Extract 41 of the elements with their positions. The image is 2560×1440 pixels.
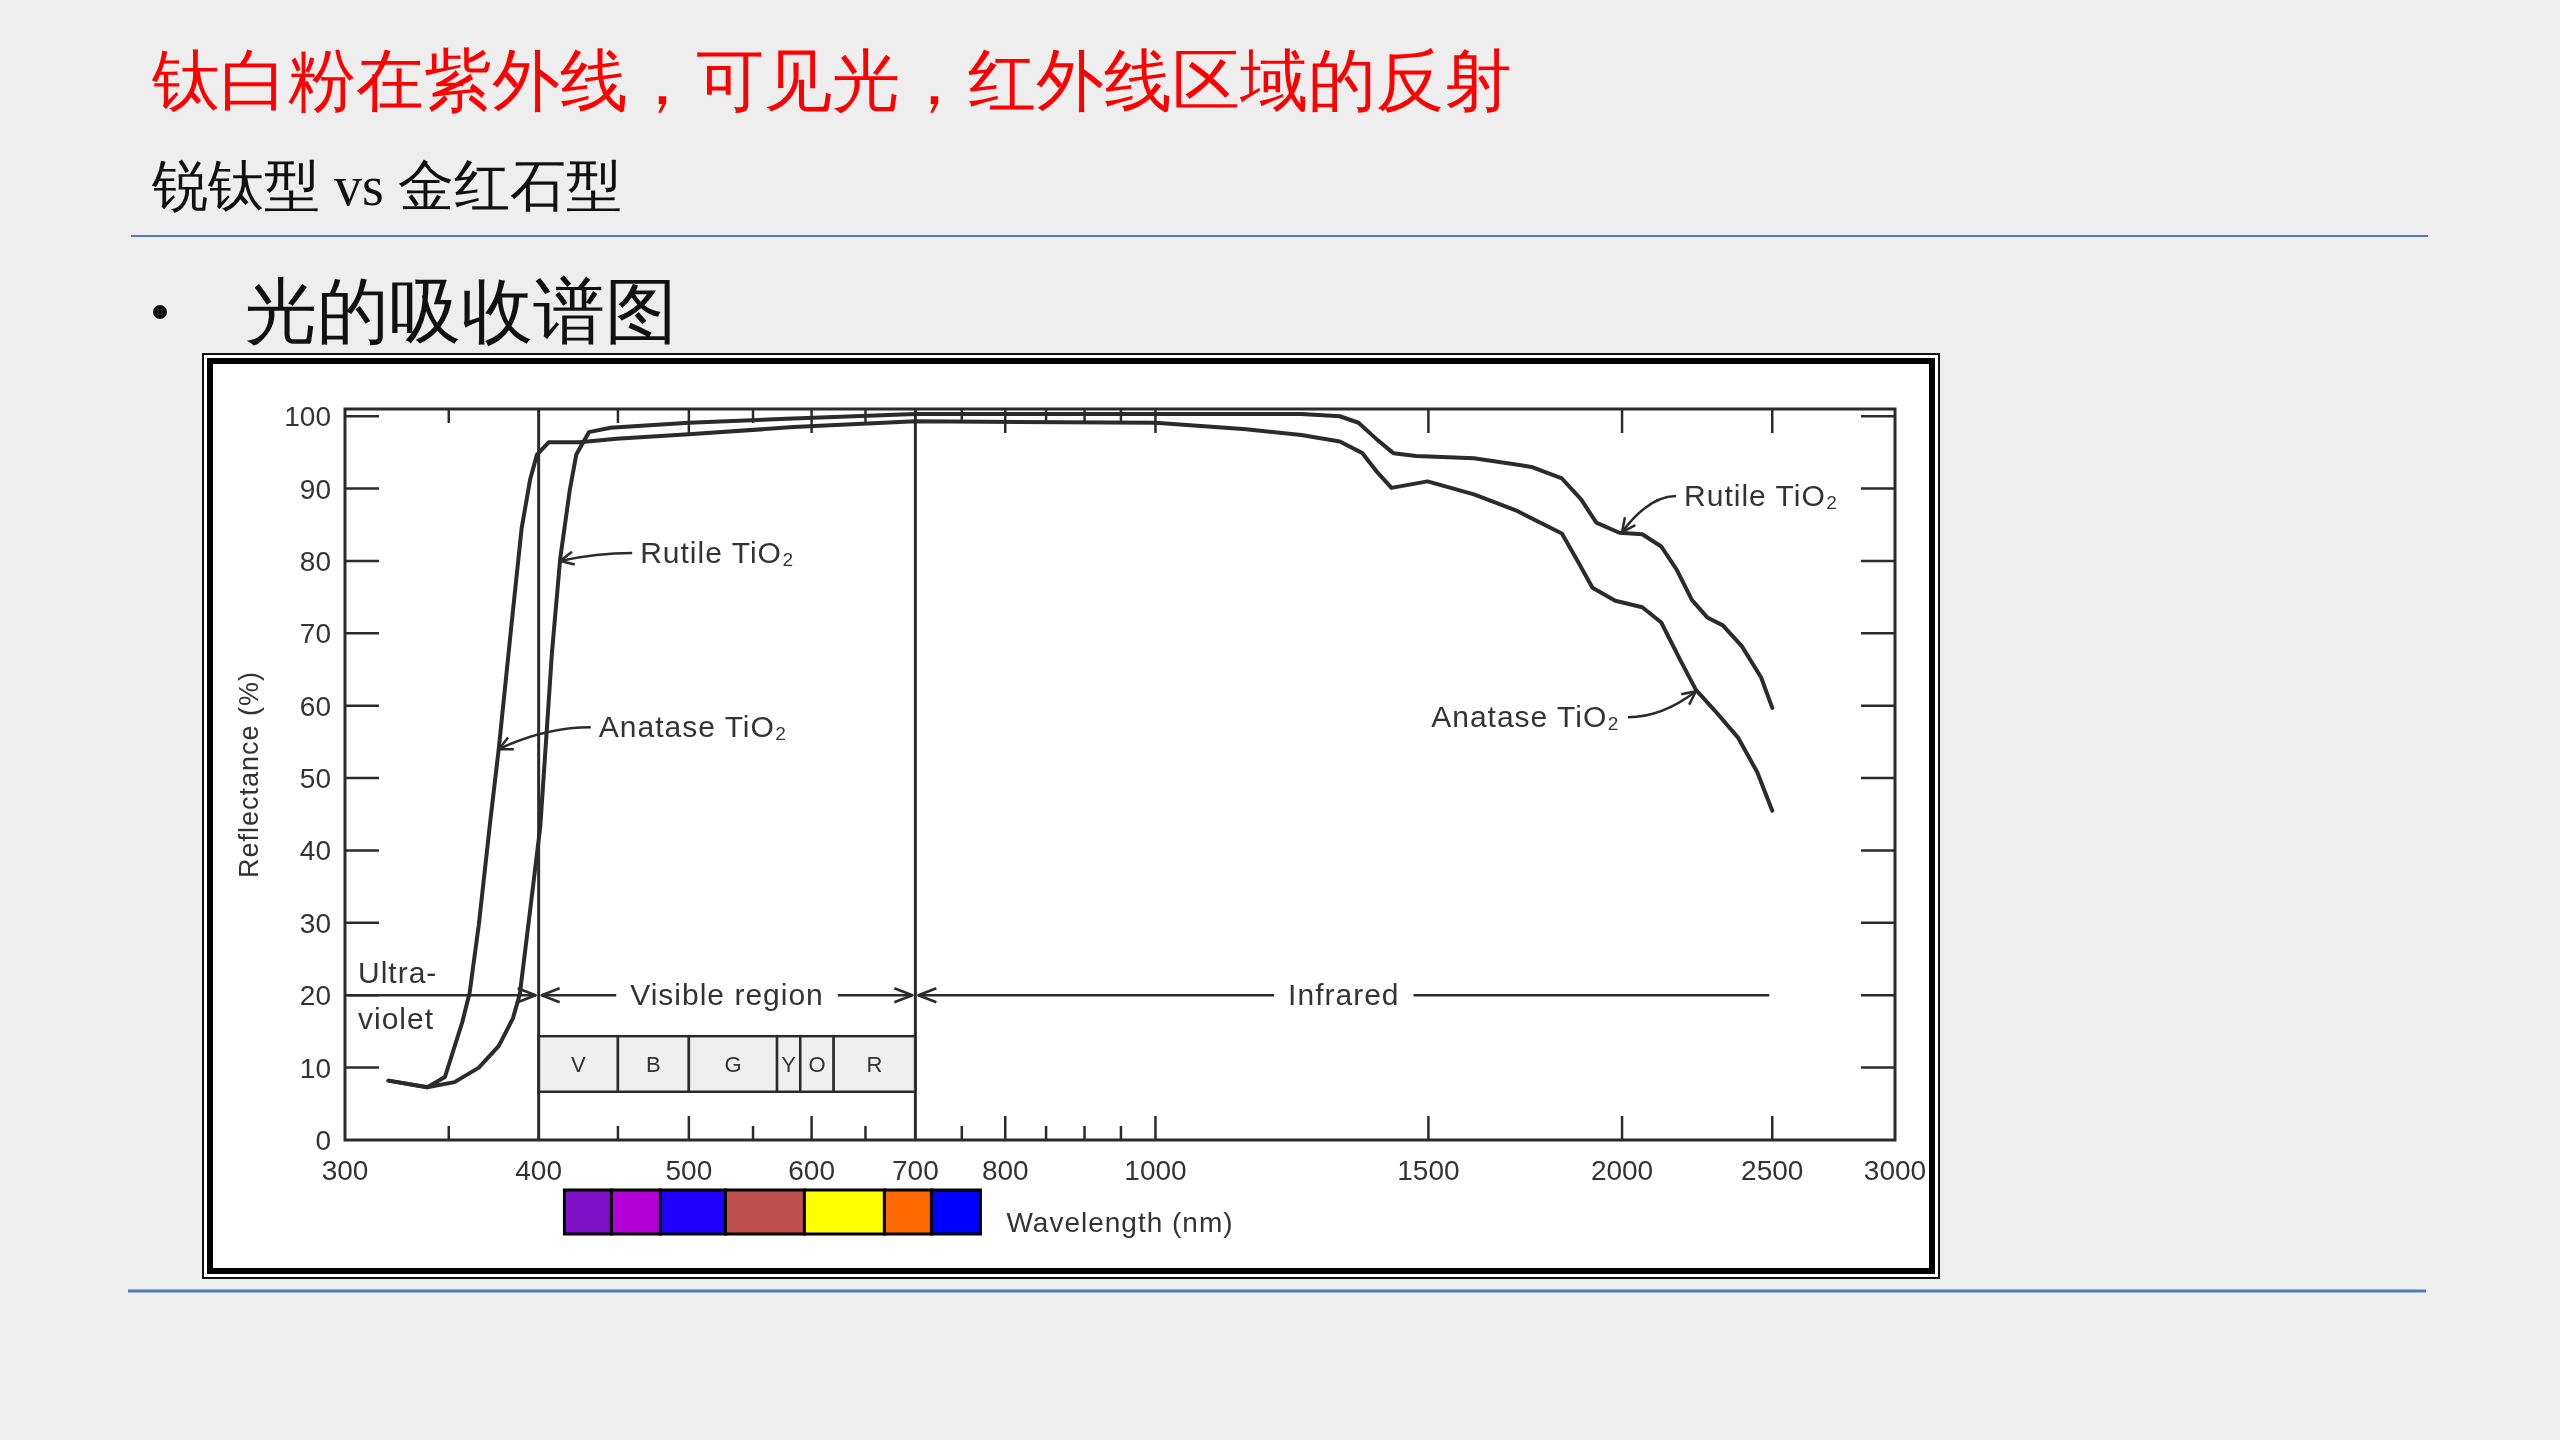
annotation: violet (358, 1002, 435, 1036)
y-tick-label: 60 (299, 690, 331, 722)
annotation: Rutile TiO₂ (640, 536, 795, 569)
x-tick-label: 600 (788, 1155, 835, 1186)
y-tick-label: 10 (299, 1052, 331, 1084)
band-label: B (646, 1052, 661, 1077)
band-label: R (866, 1052, 883, 1077)
band-label: Y (781, 1052, 796, 1077)
annotation: Infrared (1288, 978, 1400, 1012)
annotation: Visible region (630, 978, 824, 1012)
y-tick-label: 80 (299, 546, 331, 577)
y-tick-label: 30 (299, 907, 331, 939)
band-label: G (724, 1052, 742, 1077)
x-tick-label: 700 (892, 1155, 939, 1186)
annotation: Rutile TiO₂ (1684, 479, 1839, 513)
ylabel: Reflectance (%) (234, 670, 264, 879)
x-tick-label: 3000 (1863, 1155, 1927, 1186)
y-tick-label: 50 (299, 763, 331, 795)
y-tick-label: 20 (299, 980, 331, 1012)
y-tick-label: 70 (299, 618, 331, 650)
xlabel: Wavelength (nm) (1006, 1207, 1234, 1238)
y-tick-label: 100 (284, 401, 331, 433)
band-label: O (808, 1052, 826, 1077)
x-tick-label: 2500 (1741, 1155, 1804, 1186)
x-tick-label: 2000 (1590, 1155, 1654, 1186)
annotation: 光的吸收谱图 (245, 271, 677, 351)
x-tick-label: 1500 (1397, 1155, 1460, 1186)
y-tick-label: 0 (315, 1125, 331, 1156)
x-tick-label: 300 (321, 1155, 369, 1186)
y-tick-label: 40 (299, 835, 331, 867)
y-tick-label: 90 (299, 473, 331, 505)
subtitle: 锐钛型 vs 金红石型 (152, 155, 622, 217)
x-tick-label: 1000 (1124, 1155, 1187, 1186)
x-tick-label: 800 (981, 1155, 1029, 1186)
x-tick-label: 400 (515, 1155, 562, 1186)
x-tick-label: 500 (665, 1155, 713, 1186)
title: 钛白粉在紫外线，可见光，红外线区域的反射 (152, 43, 1512, 119)
annotation: Anatase TiO₂ (1431, 700, 1620, 734)
annotation: Anatase TiO₂ (598, 710, 788, 744)
annotation: Ultra- (358, 956, 438, 990)
band-label: V (570, 1052, 586, 1077)
